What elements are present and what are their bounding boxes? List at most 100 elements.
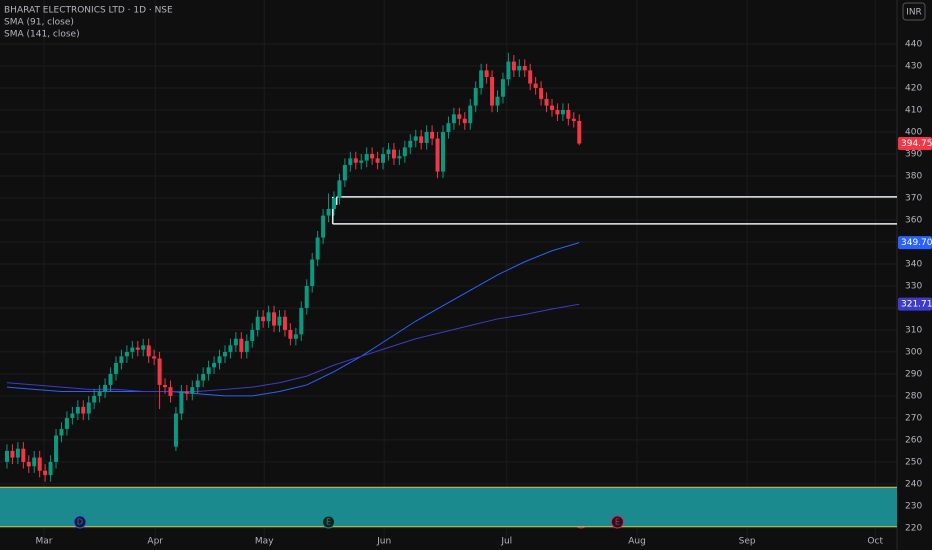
candle-body <box>163 384 168 388</box>
y-tick-label: 390 <box>905 149 922 159</box>
candle-body <box>386 149 391 154</box>
candle-body <box>10 450 15 458</box>
candle-body <box>293 334 298 339</box>
y-tick-label: 230 <box>905 501 922 511</box>
candle-body <box>353 158 358 163</box>
candle-body <box>173 413 178 447</box>
sma-tag: 321.71 <box>901 300 932 310</box>
candle-body <box>54 435 59 462</box>
currency-box[interactable] <box>902 2 926 21</box>
candle-body <box>86 402 91 414</box>
candle-body <box>26 461 31 467</box>
x-tick-label: Aug <box>628 537 646 547</box>
candle-body <box>239 338 244 352</box>
candle-body <box>424 131 429 143</box>
y-tick-label: 380 <box>905 171 922 181</box>
chart-title: BHARAT ELECTRONICS LTD · 1D · NSE <box>4 6 173 16</box>
y-tick-label: 340 <box>905 259 922 269</box>
candle-body <box>304 285 309 308</box>
candle-body <box>108 373 113 385</box>
candle-body <box>500 79 505 97</box>
y-tick-label: 300 <box>905 347 922 357</box>
candle-body <box>451 114 456 124</box>
y-tick-label: 220 <box>905 523 922 533</box>
candle-body <box>364 153 369 161</box>
candle-body <box>375 158 380 163</box>
candle-body <box>522 65 527 71</box>
candle-body <box>539 87 544 99</box>
candle-body <box>222 351 227 357</box>
event-icon[interactable] <box>73 515 87 529</box>
candle-body <box>130 347 135 352</box>
candle-body <box>446 123 451 132</box>
candle-body <box>272 312 277 326</box>
event-icon[interactable] <box>610 515 624 529</box>
candle-body <box>473 87 478 106</box>
candle-body <box>413 136 418 141</box>
candle-body <box>124 351 129 357</box>
candle-body <box>21 448 26 462</box>
candle-body <box>555 109 560 115</box>
candle-body <box>119 356 124 363</box>
y-tick-label: 260 <box>905 435 922 445</box>
y-tick-label: 400 <box>905 127 922 137</box>
candle-body <box>141 345 146 350</box>
candle-body <box>64 417 69 429</box>
candle-body <box>43 470 48 476</box>
candle-body <box>321 215 326 238</box>
candle-body <box>75 406 80 414</box>
y-tick-label: 440 <box>905 39 922 49</box>
candle-body <box>217 356 222 363</box>
sma-tag-bg <box>898 236 932 250</box>
currency[interactable]: INR <box>906 8 922 18</box>
candle-body <box>571 118 576 121</box>
last-price-tag-bg <box>898 137 932 151</box>
event-label: D <box>77 518 83 527</box>
candle-body <box>255 316 260 330</box>
y-tick-label: 270 <box>905 413 922 423</box>
last-price-tag: 394.75 <box>901 139 932 149</box>
y-tick-label: 330 <box>905 281 922 291</box>
candle-body <box>212 362 217 368</box>
candle-body <box>70 413 75 418</box>
sma-line <box>6 303 580 393</box>
event-label: E <box>615 518 620 527</box>
candle-body <box>201 373 206 381</box>
candle-body <box>228 345 233 352</box>
candle-body <box>381 153 386 163</box>
y-tick-label: 240 <box>905 479 922 489</box>
candle-body <box>430 131 435 139</box>
legend-entry: SMA (141, close) <box>4 30 80 40</box>
x-tick-label: Mar <box>36 537 53 547</box>
y-tick-label: 360 <box>905 215 922 225</box>
candle-body <box>59 428 64 436</box>
candle-body <box>250 329 255 341</box>
candle-body <box>468 105 473 124</box>
candle-body <box>495 96 500 106</box>
candle-body <box>310 259 315 286</box>
y-tick-label: 280 <box>905 391 922 401</box>
candle-body <box>152 356 157 359</box>
candle-body <box>544 98 549 106</box>
candle-body <box>419 136 424 143</box>
x-tick-label: Jun <box>376 537 391 547</box>
candle-body <box>4 450 9 462</box>
candle-body <box>244 340 249 352</box>
candle-body <box>92 395 97 403</box>
candle-body <box>408 140 413 148</box>
candle-body <box>15 448 20 458</box>
candle-body <box>288 329 293 339</box>
candle-body <box>484 70 489 77</box>
y-tick-label: 290 <box>905 369 922 379</box>
candle-body <box>342 164 347 181</box>
candle-body <box>533 83 538 88</box>
legend-entry: SMA (91, close) <box>4 18 74 28</box>
candle-body <box>261 316 266 322</box>
candle-body <box>233 338 238 346</box>
candle-body <box>435 138 440 172</box>
event-icon[interactable] <box>322 515 336 529</box>
candle-body <box>560 109 565 115</box>
candle-body <box>326 208 331 216</box>
